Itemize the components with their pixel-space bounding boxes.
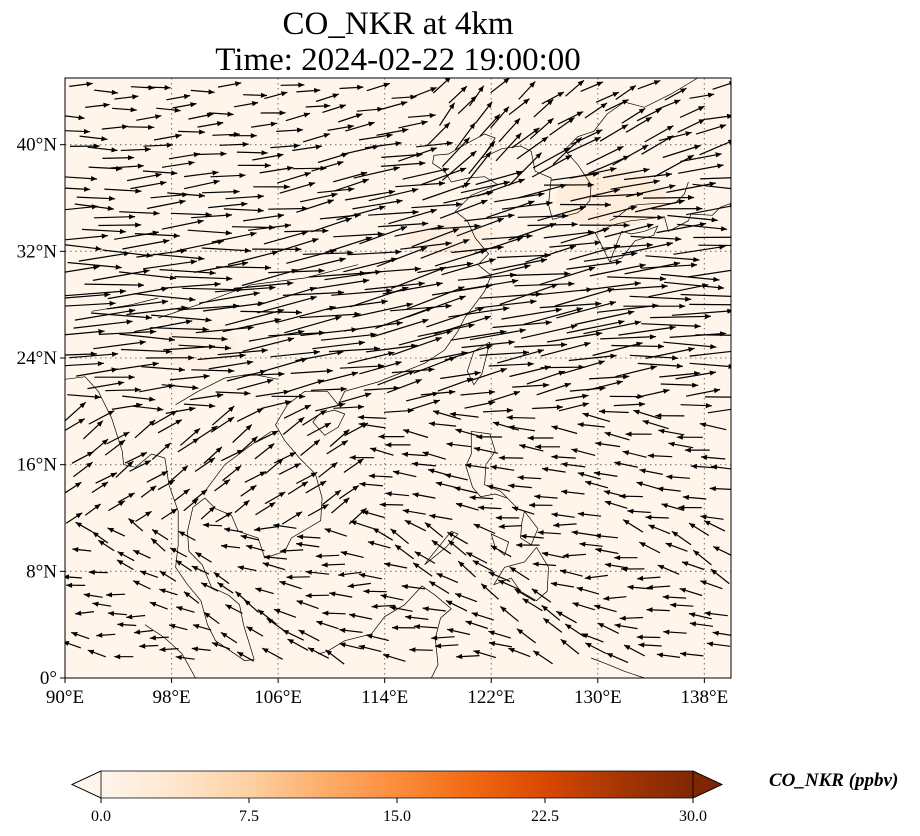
colorbar-gradient: [101, 771, 693, 798]
longitude-axis: 90°E 98°E 106°E 114°E 122°E 130°E 138°E: [46, 678, 728, 708]
figure-title-line1: CO_NKR at 4km: [282, 6, 514, 42]
lat-tick-label: 0°: [40, 668, 57, 689]
colorbar-tick-label: 30.0: [679, 808, 707, 825]
figure-title-line2: Time: 2024-02-22 19:00:00: [215, 42, 581, 78]
colorbar-ticks: 0.0 7.5 15.0 22.5 30.0: [91, 798, 707, 825]
lat-tick-label: 8°N: [26, 561, 57, 582]
lon-tick-label: 90°E: [46, 687, 84, 708]
lat-tick-label: 16°N: [17, 455, 58, 476]
lon-tick-label: 130°E: [574, 687, 622, 708]
colorbar-tick-label: 7.5: [239, 808, 259, 825]
colorbar: 0.0 7.5 15.0 22.5 30.0: [71, 770, 723, 825]
lon-tick-label: 114°E: [361, 687, 408, 708]
colorbar-extend-max: [692, 770, 723, 799]
lon-tick-label: 106°E: [254, 687, 302, 708]
lon-tick-label: 122°E: [467, 687, 515, 708]
colorbar-label: CO_NKR (ppbv): [769, 770, 899, 791]
map-frame: [64, 77, 732, 679]
colorbar-tick-label: 0.0: [91, 808, 111, 825]
colorbar-extend-min: [71, 770, 102, 799]
map-area: 0° 8°N 16°N 24°N 32°N 40°N 90°E 98°E 106°E 114°E…: [17, 77, 732, 708]
colorbar-tick-label: 15.0: [383, 808, 411, 825]
latitude-axis: 0° 8°N 16°N 24°N 32°N 40°N: [17, 135, 65, 689]
lon-tick-label: 98°E: [152, 687, 190, 708]
colorbar-tick-label: 22.5: [531, 808, 559, 825]
lon-tick-label: 138°E: [681, 687, 729, 708]
wind-vectors: [65, 78, 731, 665]
lat-tick-label: 24°N: [17, 348, 58, 369]
lat-tick-label: 32°N: [17, 241, 58, 262]
lat-tick-label: 40°N: [17, 135, 58, 156]
